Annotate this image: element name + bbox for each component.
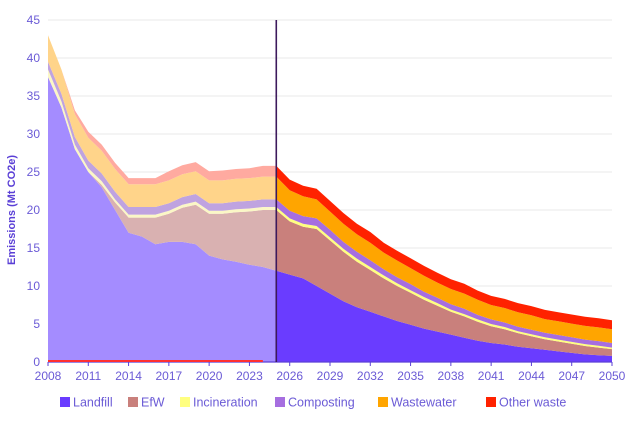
legend-label: Other waste [499, 396, 566, 410]
legend-label: Wastewater [391, 396, 457, 410]
x-tick-label: 2029 [317, 369, 344, 383]
legend-item: Wastewater [378, 396, 457, 410]
legend-label: Landfill [73, 396, 113, 410]
legend-swatch [128, 397, 138, 407]
x-tick-label: 2014 [115, 369, 142, 383]
legend-item: Incineration [180, 396, 258, 410]
x-tick-label: 2035 [397, 369, 424, 383]
x-tick-label: 2017 [156, 369, 183, 383]
legend-swatch [275, 397, 285, 407]
y-tick-label: 0 [33, 355, 40, 369]
area-landfill-projected [276, 270, 612, 362]
area-series [48, 35, 612, 362]
x-tick-label: 2011 [75, 369, 101, 383]
area-wastewater-historical [48, 35, 277, 208]
x-tick-label: 2038 [438, 369, 465, 383]
x-tick-label: 2026 [276, 369, 303, 383]
x-tick-label: 2047 [558, 369, 585, 383]
legend-item: Other waste [486, 396, 566, 410]
legend-label: Incineration [193, 396, 258, 410]
legend-item: Landfill [60, 396, 113, 410]
area-efw-historical [48, 77, 277, 271]
y-tick-label: 35 [27, 89, 41, 103]
x-tick-label: 2032 [357, 369, 384, 383]
area-efw-projected [276, 210, 612, 356]
legend-item: EfW [128, 396, 165, 410]
y-tick-label: 30 [27, 127, 41, 141]
y-tick-label: 10 [27, 279, 41, 293]
legend-label: EfW [141, 396, 165, 410]
y-tick-label: 45 [27, 13, 41, 27]
area-landfill-historical [48, 77, 277, 362]
area-wastewater-projected [276, 176, 612, 343]
y-tick-label: 40 [27, 51, 41, 65]
legend-swatch [378, 397, 388, 407]
y-tick-label: 25 [27, 165, 41, 179]
x-tick-label: 2044 [518, 369, 545, 383]
axes: 0 5 10 15 20 25 30 35 40 45 2008 2011 2014 2017 2020 20… [27, 13, 626, 383]
legend: Landfill EfW Incineration Composting Wastewa… [60, 396, 566, 410]
y-tick-label: 15 [27, 241, 41, 255]
legend-label: Composting [288, 396, 355, 410]
x-tick-label: 2050 [599, 369, 626, 383]
legend-swatch [60, 397, 70, 407]
legend-swatch [180, 397, 190, 407]
y-tick-label: 20 [27, 203, 41, 217]
y-tick-label: 5 [33, 317, 40, 331]
y-axis-label: Emissions (Mt CO2e) [6, 155, 18, 265]
x-tick-label: 2041 [478, 369, 505, 383]
legend-swatch [486, 397, 496, 407]
x-tick-label: 2023 [236, 369, 263, 383]
area-other-waste-historical [48, 35, 277, 185]
x-tick-label: 2020 [196, 369, 223, 383]
x-tick-label: 2008 [35, 369, 62, 383]
legend-item: Composting [275, 396, 355, 410]
